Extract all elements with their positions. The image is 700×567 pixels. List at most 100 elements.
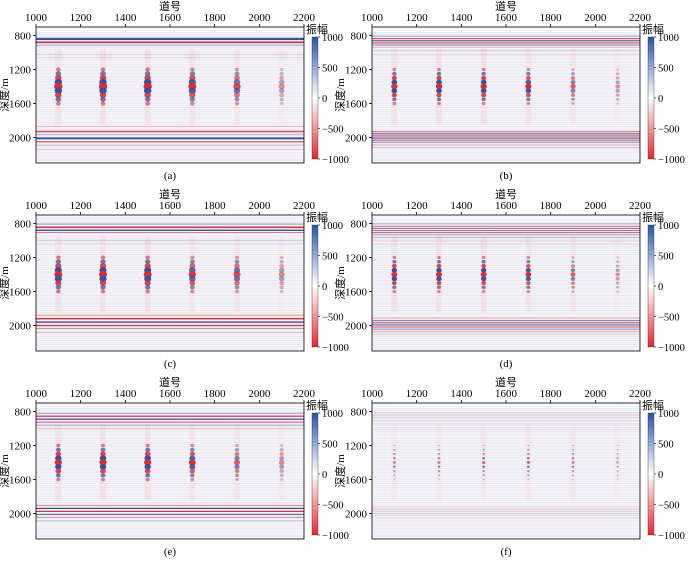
anomaly-dot (190, 67, 195, 72)
background-stripe (372, 153, 640, 155)
anomaly-dot (144, 92, 151, 98)
anomaly-dot (481, 276, 487, 282)
background-stripe (372, 443, 640, 445)
anomaly-dot (482, 456, 486, 460)
background-stripe (36, 231, 304, 233)
anomaly-dot (615, 80, 620, 85)
background-stripe (372, 447, 640, 449)
reflector-band (372, 53, 640, 55)
background-stripe (372, 434, 640, 436)
anomaly-dot (279, 255, 284, 260)
colorbar (311, 412, 319, 536)
reflector-band (36, 37, 304, 41)
colorbar-tick-label: 0 (658, 282, 663, 293)
reflector-band (372, 141, 640, 143)
background-stripe (372, 430, 640, 432)
background-stripe (372, 136, 640, 138)
colorbar-tick-label: −500 (658, 313, 680, 324)
anomaly-dot (525, 75, 531, 81)
y-tick-label: 1600 (345, 475, 368, 487)
background-stripe (372, 526, 640, 528)
reflector-band (36, 57, 304, 59)
anomaly-dot (280, 478, 284, 481)
heatmap-body (36, 406, 304, 539)
anomaly-dot (393, 448, 396, 451)
background-stripe (372, 514, 640, 516)
anomaly-dot (279, 263, 285, 269)
anomaly-dot (392, 71, 397, 76)
reflector-band (372, 137, 640, 139)
anomaly-dot (570, 88, 576, 93)
anomaly-dot (100, 451, 106, 457)
anomaly-dot (279, 448, 284, 452)
background-stripe (372, 332, 640, 334)
background-stripe (36, 486, 304, 488)
background-stripe (36, 524, 304, 526)
background-stripe (372, 306, 640, 308)
background-stripe (372, 345, 640, 347)
anomaly-dot (279, 285, 284, 290)
reflector-band (36, 415, 304, 417)
anomaly-dot (279, 101, 284, 106)
anomaly-dot (392, 67, 397, 72)
colorbar-tick-label: −500 (322, 501, 344, 512)
background-stripe (372, 99, 640, 101)
anomaly-dot (234, 67, 240, 72)
anomaly-dot (391, 92, 397, 98)
background-stripe (372, 148, 640, 150)
background-stripe (372, 103, 640, 105)
background-stripe (372, 499, 640, 501)
background-stripe (372, 283, 640, 285)
reflector-band (36, 324, 304, 327)
background-stripe (372, 304, 640, 306)
anomaly-dot (145, 289, 150, 294)
background-stripe (36, 451, 304, 453)
colorbar-tick-label: −1000 (322, 343, 349, 354)
background-stripe (372, 334, 640, 336)
anomaly-dot (144, 71, 151, 77)
background-stripe (372, 436, 640, 438)
anomaly-dot (616, 285, 620, 289)
reflector-band (36, 505, 304, 506)
reflector-band (36, 428, 304, 430)
background-stripe (36, 52, 304, 54)
background-stripe (372, 155, 640, 157)
background-stripe (36, 135, 304, 137)
anomaly-dot (279, 71, 284, 76)
anomaly-dot (189, 451, 195, 457)
background-stripe (372, 252, 640, 253)
anomaly-dot (391, 83, 398, 90)
background-stripe (36, 436, 304, 438)
anomaly-dot (189, 285, 195, 290)
background-stripe (36, 527, 304, 529)
reflector-band (36, 137, 304, 140)
anomaly-dot (526, 280, 531, 286)
background-stripe (36, 469, 304, 471)
background-stripe (372, 498, 640, 499)
anomaly-dot (526, 285, 531, 289)
anomaly-dot (56, 101, 61, 106)
colorbar-tick-label: 1000 (322, 33, 343, 44)
anomaly-dot (189, 464, 196, 470)
y-tick-label: 1200 (345, 65, 368, 77)
anomaly-dot (393, 478, 396, 481)
anomaly-dot (100, 67, 106, 72)
anomaly-dot (55, 71, 62, 77)
background-stripe (36, 265, 304, 267)
colorbar (647, 224, 655, 348)
background-stripe (36, 455, 304, 456)
background-stripe (372, 71, 640, 73)
x-tick-label: 1200 (406, 200, 429, 212)
anomaly-dot (571, 68, 575, 71)
anomaly-dot (234, 468, 240, 474)
reflector-band (372, 236, 640, 238)
background-stripe (36, 423, 304, 425)
anomaly-dot (234, 447, 240, 452)
anomaly-dot (392, 263, 397, 269)
anomaly-dot (615, 272, 620, 277)
colorbar-tick-label: −1000 (322, 155, 349, 166)
anomaly-dot (571, 102, 575, 105)
background-stripe (372, 105, 640, 107)
anomaly-dot (437, 448, 441, 451)
background-stripe (372, 276, 640, 278)
